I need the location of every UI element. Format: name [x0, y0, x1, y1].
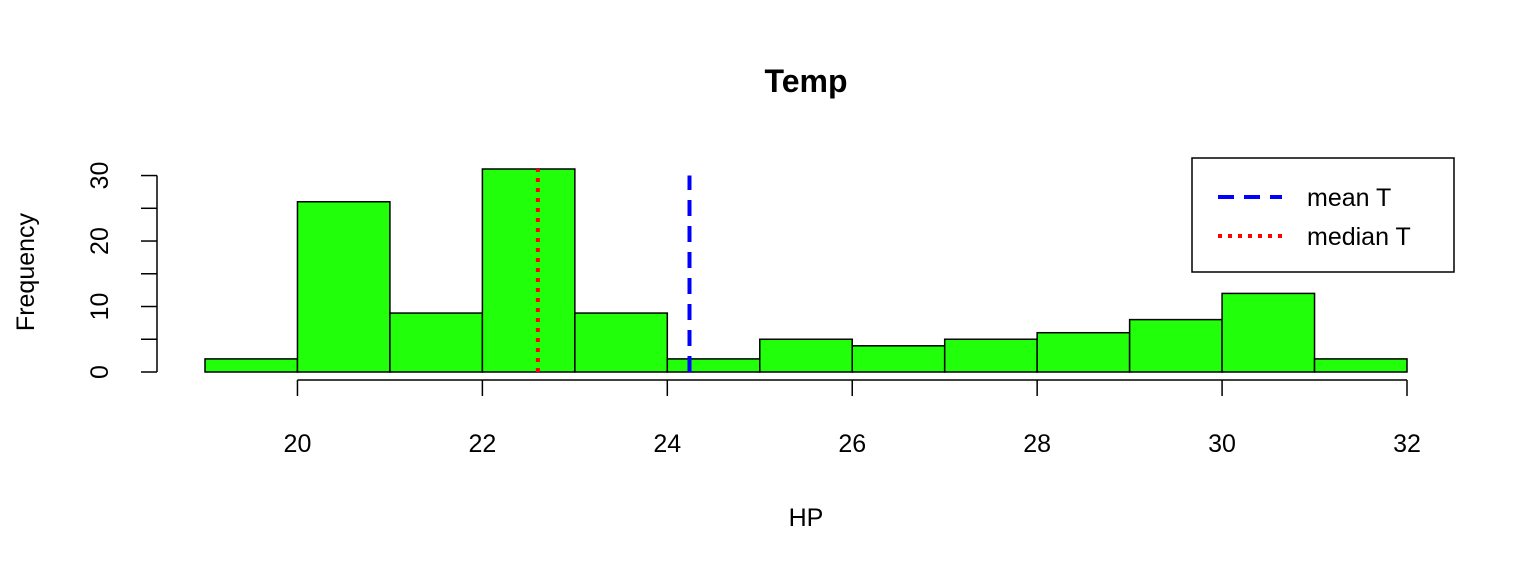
chart-title: Temp — [765, 63, 848, 99]
x-tick-label: 24 — [653, 430, 681, 458]
histogram-bar — [574, 312, 669, 373]
legend-label-median: median T — [1307, 223, 1411, 251]
legend-box — [1191, 157, 1455, 273]
y-tick-label: 20 — [86, 227, 114, 255]
x-tick-label: 28 — [1023, 430, 1051, 458]
y-axis-label: Frequency — [12, 212, 40, 331]
legend: mean T median T — [1191, 157, 1455, 273]
reference-lines — [535, 169, 692, 372]
histogram-bar — [666, 358, 761, 373]
legend-label-mean: mean T — [1307, 184, 1391, 212]
histogram-bar — [1128, 318, 1223, 373]
x-axis-label: HP — [789, 504, 824, 532]
histogram-bar — [943, 338, 1038, 373]
histogram-bar — [296, 200, 391, 373]
x-tick-label: 26 — [838, 430, 866, 458]
histogram-bar — [204, 358, 299, 373]
histogram-bar — [1221, 292, 1316, 373]
histogram-bar — [389, 312, 484, 373]
histogram-bar — [759, 338, 853, 373]
x-tick-label: 32 — [1393, 430, 1421, 458]
x-axis: 20 22 24 26 28 30 32 — [284, 379, 1421, 458]
y-tick-label: 10 — [86, 293, 114, 321]
histogram-bar — [851, 345, 946, 373]
histogram-bar — [1036, 331, 1131, 373]
y-tick-label: 30 — [86, 162, 114, 190]
y-axis: 0 10 20 30 — [86, 162, 158, 379]
y-tick-label: 0 — [86, 365, 114, 379]
histogram-bar — [1313, 358, 1408, 373]
x-tick-label: 30 — [1208, 430, 1236, 458]
x-tick-label: 20 — [284, 430, 312, 458]
histogram-bar — [481, 168, 576, 373]
x-tick-label: 22 — [468, 430, 496, 458]
histogram-bars — [204, 168, 1408, 373]
